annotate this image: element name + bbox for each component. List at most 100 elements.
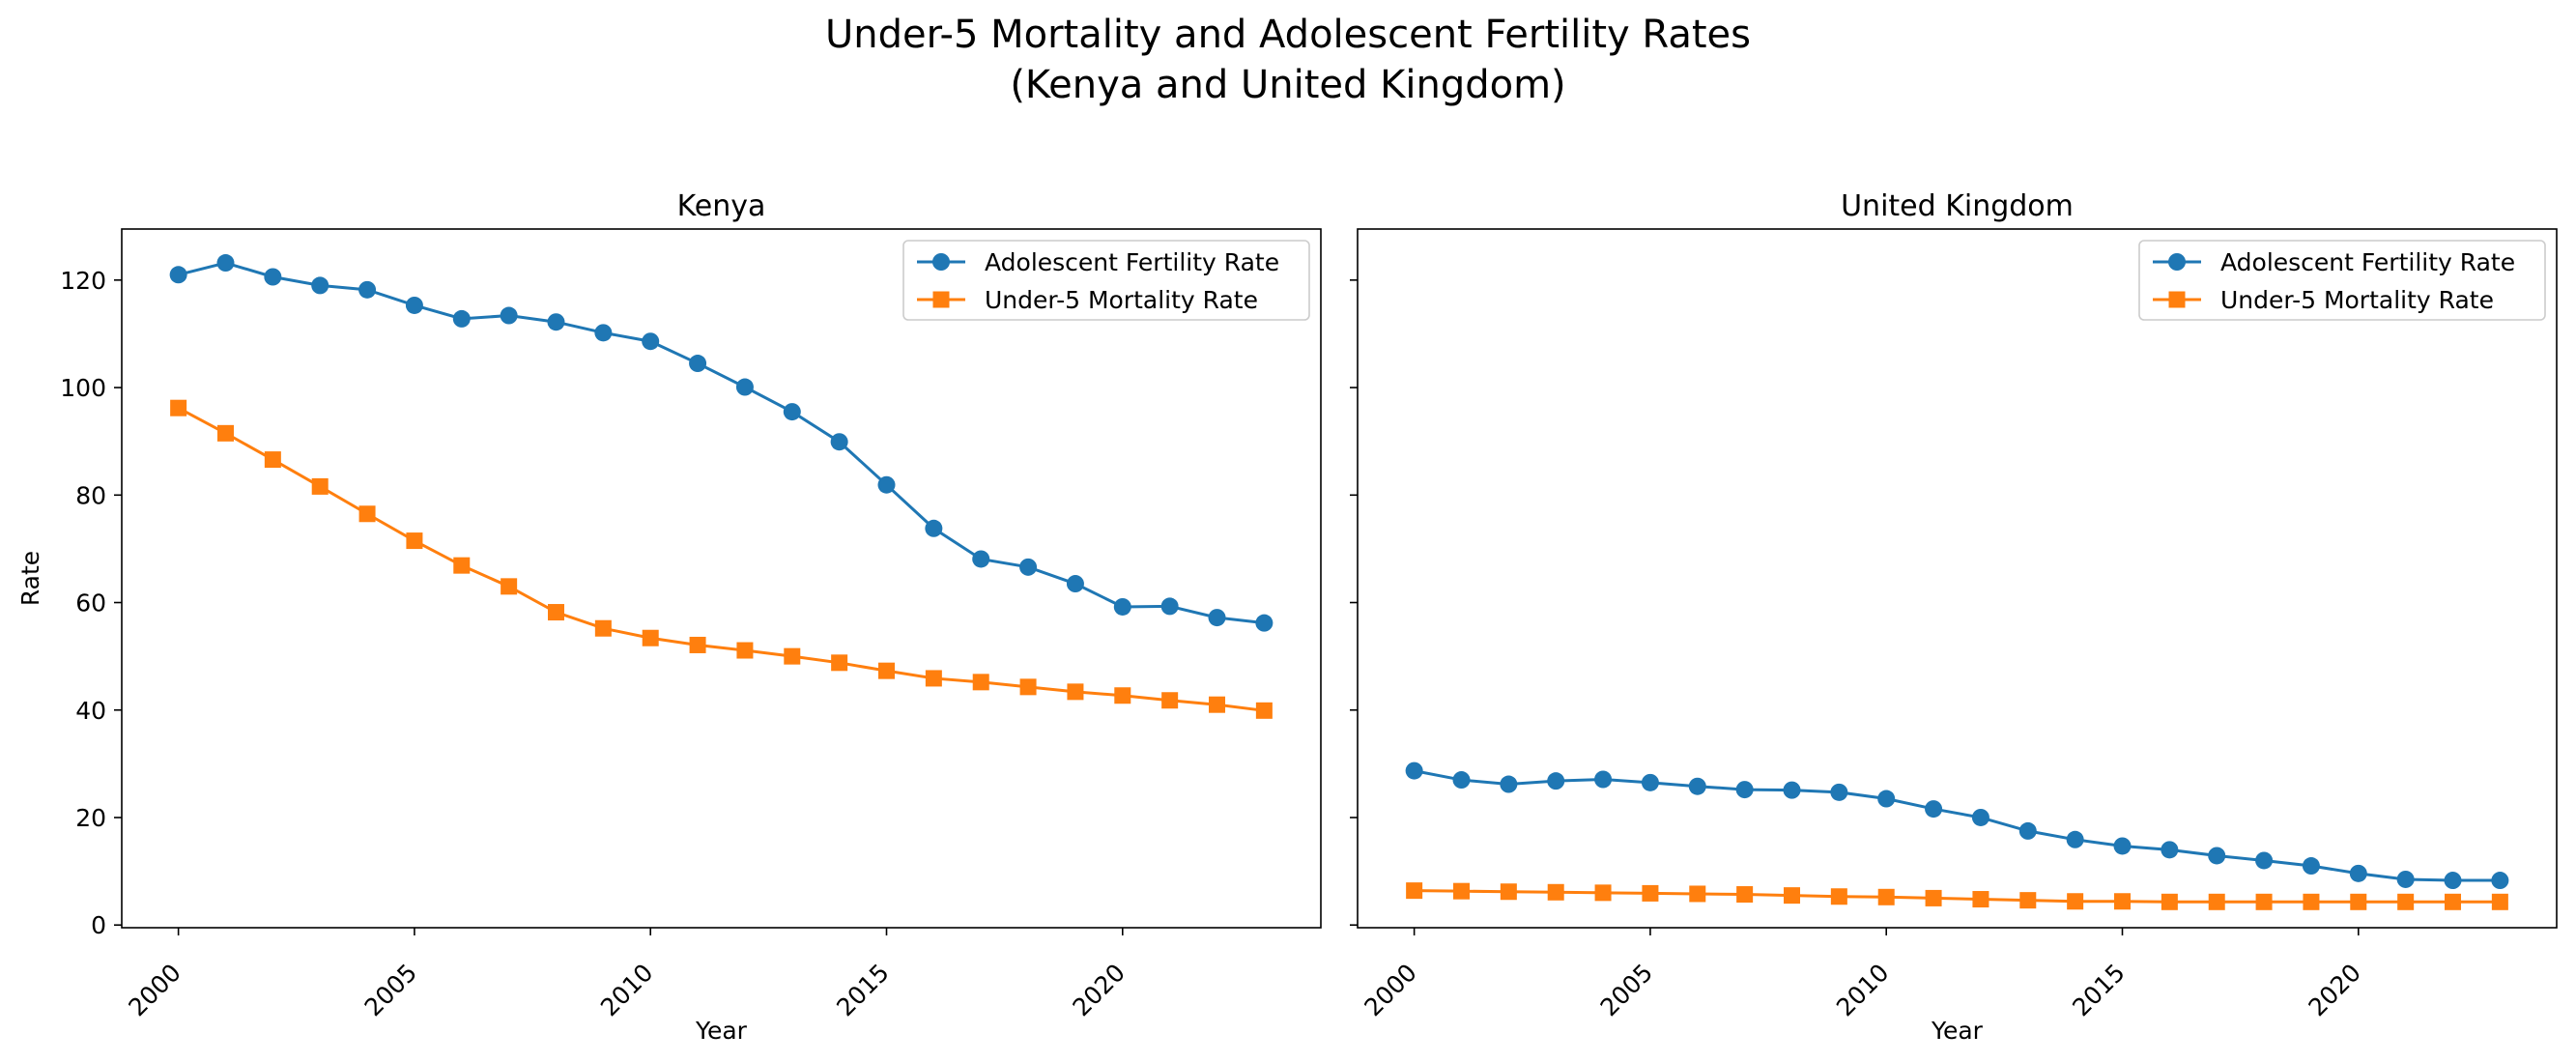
data-point xyxy=(453,557,471,574)
x-tick-label: 2015 xyxy=(831,959,894,1021)
figure-title-line1: Under-5 Mortality and Adolescent Fertili… xyxy=(825,13,1751,57)
data-point xyxy=(2491,893,2508,910)
data-point xyxy=(2350,893,2367,910)
data-point xyxy=(2114,893,2132,910)
data-point xyxy=(1972,891,1989,908)
x-tick-label: 2020 xyxy=(2304,959,2366,1021)
data-point xyxy=(2255,851,2274,870)
legend-frame xyxy=(902,240,1310,321)
data-point xyxy=(735,378,754,396)
data-point xyxy=(1114,687,1131,704)
data-point xyxy=(547,604,564,621)
data-point xyxy=(406,532,423,550)
data-point xyxy=(877,475,896,494)
data-point xyxy=(1594,884,1612,902)
data-point xyxy=(405,296,423,314)
x-tick-label: 2010 xyxy=(595,959,658,1021)
x-tick-label: 2000 xyxy=(123,959,186,1021)
data-point xyxy=(311,477,329,495)
figure-title: Under-5 Mortality and Adolescent Fertili… xyxy=(0,10,2576,110)
data-point xyxy=(2303,893,2320,910)
data-point xyxy=(2018,821,2037,840)
data-point xyxy=(925,670,942,687)
data-point xyxy=(1066,575,1084,593)
legend-marker xyxy=(932,253,950,271)
data-point xyxy=(1406,882,1423,900)
subplot-title: Kenya xyxy=(677,189,766,223)
data-point xyxy=(736,642,754,659)
subplot-united-kingdom: United Kingdom 2000 2005 2010 2015 2020 Year Ad… xyxy=(1350,189,2558,1045)
data-point xyxy=(925,519,943,537)
data-point xyxy=(2208,847,2226,865)
data-point xyxy=(689,636,706,653)
y-tick-label: 20 xyxy=(75,804,106,832)
data-point xyxy=(2208,893,2225,910)
axes-frame xyxy=(1357,228,2558,929)
data-point xyxy=(878,662,896,679)
y-tick-label: 60 xyxy=(75,589,106,618)
data-point xyxy=(1405,761,1423,780)
legend-marker xyxy=(2168,253,2186,271)
x-tick-label: 2020 xyxy=(1068,959,1131,1021)
data-point xyxy=(1161,692,1179,709)
data-point xyxy=(1830,888,1847,905)
y-axis-label: Rate xyxy=(16,551,44,606)
data-point xyxy=(642,332,660,351)
data-point xyxy=(2113,837,2132,855)
data-point xyxy=(972,550,990,568)
data-point xyxy=(2161,841,2179,859)
data-point xyxy=(1641,773,1659,791)
data-point xyxy=(264,268,282,286)
data-point xyxy=(2019,892,2037,909)
data-point xyxy=(972,674,989,691)
data-point xyxy=(1500,775,1518,793)
data-point xyxy=(1452,771,1471,790)
data-point xyxy=(2349,864,2367,882)
data-point xyxy=(501,578,518,595)
legend: Adolescent Fertility Rate Under-5 Mortali… xyxy=(902,240,1310,321)
series-line xyxy=(1414,889,2501,904)
x-axis-label: Year xyxy=(1931,1017,1984,1045)
data-point xyxy=(1547,772,1565,790)
y-tick-label: 40 xyxy=(75,697,106,725)
data-point xyxy=(594,324,613,342)
y-tick-label: 120 xyxy=(60,267,106,295)
data-point xyxy=(2491,872,2509,890)
axes-frame xyxy=(121,228,1322,929)
legend-label: Under-5 Mortality Rate xyxy=(2220,286,2494,314)
legend-frame xyxy=(2138,240,2546,321)
data-point xyxy=(1255,702,1273,719)
data-point xyxy=(830,433,848,451)
x-tick-label: 2005 xyxy=(359,959,422,1021)
legend-marker xyxy=(2168,291,2186,308)
data-point xyxy=(1547,883,1564,901)
y-tick-label: 100 xyxy=(60,374,106,402)
data-point xyxy=(1113,597,1131,616)
legend: Adolescent Fertility Rate Under-5 Mortali… xyxy=(2138,240,2546,321)
data-point xyxy=(1209,696,1226,713)
data-point xyxy=(2066,830,2084,848)
data-point xyxy=(783,403,801,421)
subplot-title: United Kingdom xyxy=(1841,189,2074,223)
data-point xyxy=(216,254,235,273)
data-point xyxy=(2396,870,2415,888)
data-point xyxy=(784,647,801,665)
data-point xyxy=(1208,609,1226,627)
data-point xyxy=(1925,800,1943,819)
x-tick-label: 2015 xyxy=(2067,959,2130,1021)
data-point xyxy=(170,399,187,417)
legend-item: Under-5 Mortality Rate xyxy=(2153,286,2494,314)
data-point xyxy=(1971,808,1989,826)
legend-item: Adolescent Fertility Rate xyxy=(2153,248,2515,276)
data-point xyxy=(1830,783,1848,801)
data-point xyxy=(2444,872,2462,890)
data-point xyxy=(1452,882,1470,900)
data-point xyxy=(642,629,659,646)
data-point xyxy=(1877,888,1895,905)
data-point xyxy=(358,280,377,299)
legend-label: Adolescent Fertility Rate xyxy=(2220,248,2515,276)
data-point xyxy=(1019,558,1038,576)
data-point xyxy=(1019,678,1037,696)
series-adolescent-fertility-rate xyxy=(169,254,1274,632)
